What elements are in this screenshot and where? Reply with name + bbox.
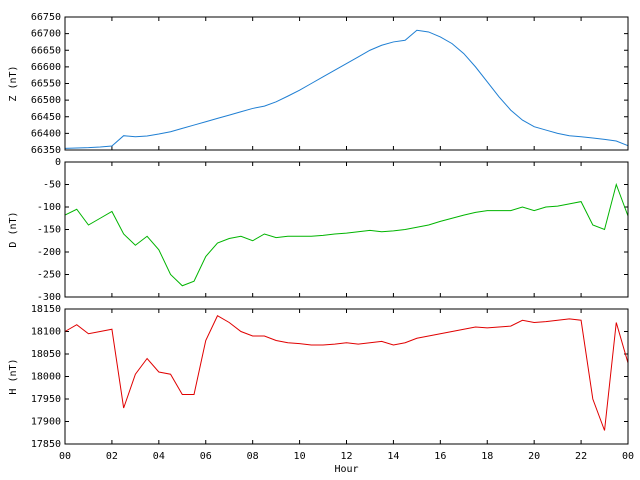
y-tick-label: 66700 — [31, 29, 61, 40]
data-line — [64, 29, 629, 149]
x-tick-label: 08 — [247, 451, 259, 462]
data-line — [64, 315, 629, 431]
y-tick-label: 66350 — [31, 145, 61, 156]
x-tick-label: 06 — [200, 451, 212, 462]
y-tick-label: 66550 — [31, 79, 61, 90]
x-tick-label: 02 — [106, 451, 118, 462]
y-tick-label: -100 — [37, 202, 61, 213]
x-tick-label: 20 — [528, 451, 540, 462]
x-tick-label: 18 — [481, 451, 493, 462]
x-axis-label: Hour — [334, 464, 358, 475]
x-tick-label: 12 — [340, 451, 352, 462]
y-tick-label: 17950 — [31, 394, 61, 405]
y-tick-label: 66600 — [31, 62, 61, 73]
plot-frame — [64, 16, 629, 151]
y-tick-label: 18050 — [31, 349, 61, 360]
y-tick-label: 17850 — [31, 439, 61, 450]
y-tick-label: 66450 — [31, 112, 61, 123]
y-tick-label: 18000 — [31, 372, 61, 383]
y-tick-label: 17900 — [31, 417, 61, 428]
y-tick-label: 66500 — [31, 95, 61, 106]
x-tick-label: 10 — [294, 451, 306, 462]
x-tick-label: 04 — [153, 451, 165, 462]
y-axis-label: Z (nT) — [8, 65, 19, 101]
plot-frame — [64, 161, 629, 298]
y-tick-label: 66650 — [31, 45, 61, 56]
y-tick-label: 18100 — [31, 327, 61, 338]
y-tick-label: 0 — [55, 157, 61, 168]
x-tick-label: 22 — [575, 451, 587, 462]
x-tick-label: 16 — [434, 451, 446, 462]
y-tick-label: -150 — [37, 225, 61, 236]
y-tick-label: -200 — [37, 247, 61, 258]
y-tick-label: 18150 — [31, 304, 61, 315]
y-tick-label: -300 — [37, 292, 61, 303]
y-tick-label: 66400 — [31, 128, 61, 139]
y-tick-label: 66750 — [31, 12, 61, 23]
y-axis-label: H (nT) — [8, 358, 19, 394]
plot-frame — [64, 308, 629, 445]
x-tick-label: 14 — [387, 451, 399, 462]
y-tick-label: -50 — [43, 180, 61, 191]
x-tick-label: 00 — [622, 451, 634, 462]
y-axis-label: D (nT) — [8, 211, 19, 247]
data-line — [64, 182, 629, 287]
x-tick-label: 00 — [59, 451, 71, 462]
y-tick-label: -250 — [37, 270, 61, 281]
